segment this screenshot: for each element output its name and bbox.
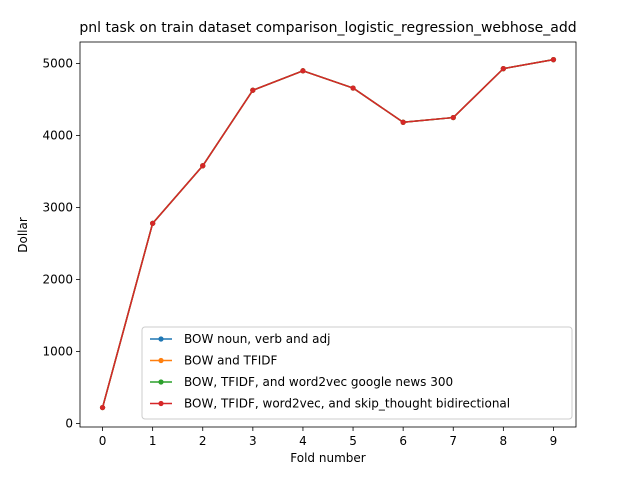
series-4	[99, 57, 557, 411]
legend-marker	[158, 400, 164, 407]
x-tick-label: 8	[500, 434, 508, 448]
x-axis-label: Fold number	[290, 451, 365, 465]
legend-item: BOW and TFIDF	[150, 354, 278, 368]
axes-frame	[79, 41, 577, 428]
x-tick-label: 1	[149, 434, 157, 448]
legend-item: BOW noun, verb and adj	[150, 332, 330, 346]
data-point	[250, 87, 256, 93]
data-point	[99, 404, 106, 411]
legend: BOW noun, verb and adj BOW and TFIDF BOW, …	[141, 326, 573, 420]
series-line	[101, 58, 554, 408]
legend-box	[141, 326, 573, 420]
data-point	[350, 85, 356, 91]
data-point	[500, 66, 506, 72]
legend-label: BOW noun, verb and adj	[184, 332, 330, 346]
y-tick-label: 1000	[42, 344, 73, 358]
chart-title: pnl task on train dataset comparison_log…	[79, 20, 576, 36]
legend-label: BOW and TFIDF	[184, 354, 278, 368]
x-tick-label: 2	[199, 434, 207, 448]
y-tick-label: 3000	[42, 201, 73, 215]
x-tick-label: 7	[449, 434, 457, 448]
legend-item: BOW, TFIDF, word2vec, and skip_thought b…	[150, 397, 510, 411]
x-tick-label: 6	[399, 434, 407, 448]
data-point	[400, 119, 406, 125]
x-tick-label: 0	[99, 434, 107, 448]
x-tick-label: 5	[349, 434, 357, 448]
data-point	[450, 114, 456, 121]
data-point	[200, 163, 206, 169]
y-tick-label: 0	[65, 416, 73, 430]
y-tick-label: 4000	[42, 129, 73, 143]
x-tick-label: 3	[249, 434, 257, 448]
legend-marker	[158, 379, 164, 385]
y-tick-label: 2000	[42, 272, 73, 286]
x-tick-label: 9	[550, 434, 558, 448]
legend-item: BOW, TFIDF, and word2vec google news 300	[150, 375, 453, 389]
data-point	[300, 68, 306, 74]
legend-label: BOW, TFIDF, word2vec, and skip_thought b…	[184, 397, 510, 411]
legend-marker	[158, 357, 164, 364]
legend-marker	[158, 336, 164, 342]
data-point	[550, 57, 557, 63]
plot-area: 0 1 2 3 4 5 6 7 8 9 0 1000 2000 3000 4000 5000	[42, 41, 577, 448]
x-tick-label: 4	[299, 434, 307, 448]
data-point	[150, 220, 156, 226]
legend-label: BOW, TFIDF, and word2vec google news 300	[184, 375, 453, 389]
y-tick-label: 5000	[42, 57, 73, 71]
y-axis-label: Dollar	[16, 217, 30, 253]
